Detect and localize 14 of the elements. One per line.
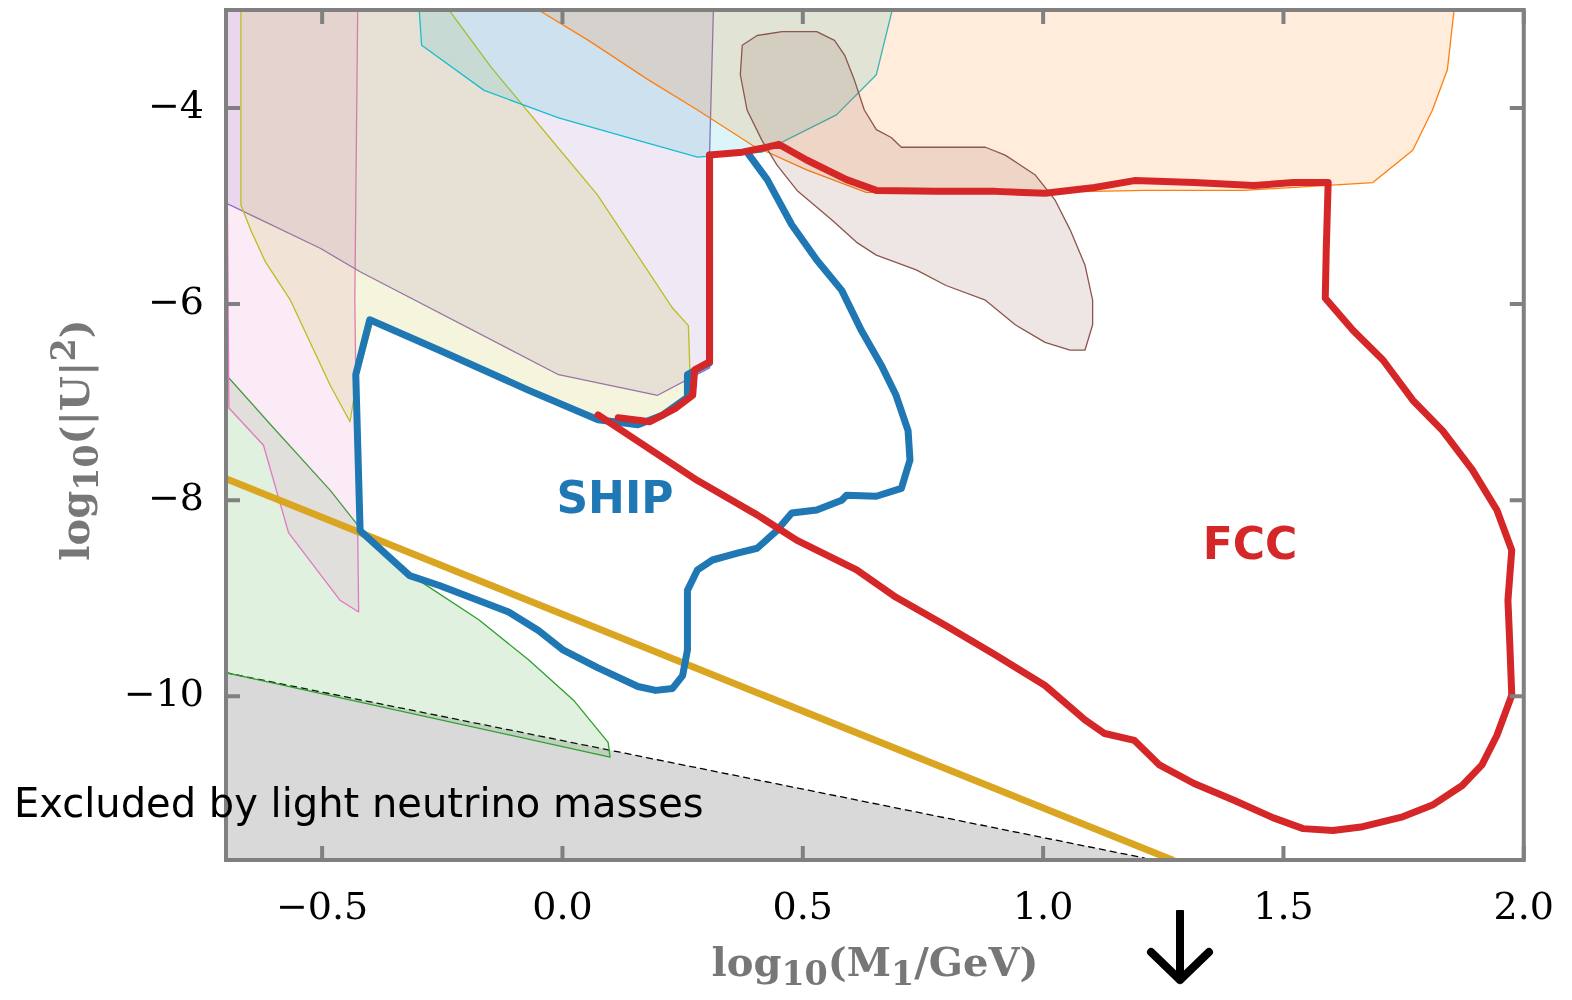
x-tick-label: 1.0 xyxy=(1012,883,1074,928)
text: FCC xyxy=(1202,517,1298,569)
x-tick-label: 1.5 xyxy=(1253,883,1314,928)
x-tick-label: 2.0 xyxy=(1493,883,1554,928)
x-tick-label: 0.0 xyxy=(532,883,593,928)
y-tick-label: −6 xyxy=(147,278,204,323)
y-tick-label: −8 xyxy=(147,475,204,520)
x-tick-label: −0.5 xyxy=(275,883,369,928)
y-tick-label: −4 xyxy=(147,82,204,127)
x-tick-label: 0.5 xyxy=(772,883,834,928)
annotation: Excluded by light neutrino masses xyxy=(14,780,704,826)
x-axis-title: log$_{10}$(M$_{1}$/GeV) xyxy=(711,937,1039,993)
series-label: SHIP xyxy=(556,471,674,523)
y-tick-label: −10 xyxy=(123,671,204,716)
